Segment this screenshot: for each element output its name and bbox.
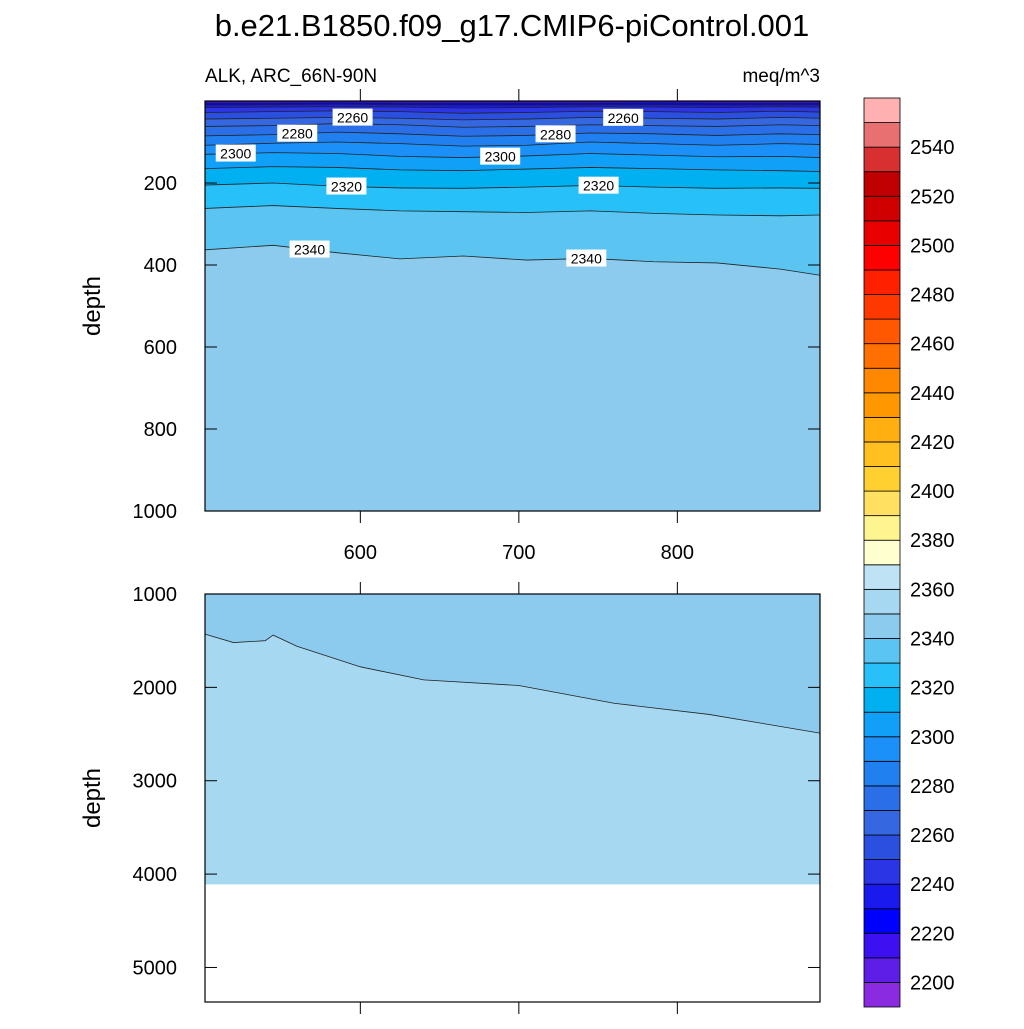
contour-label: 2340 [571, 251, 602, 267]
colorbar-box [864, 393, 900, 418]
right-string: meq/m^3 [742, 66, 820, 87]
colorbar-box [864, 712, 900, 737]
y-tick-label: 200 [144, 173, 177, 195]
colorbar-box [864, 688, 900, 713]
x-tick-label: 600 [344, 542, 377, 564]
colorbar-box [864, 245, 900, 270]
colorbar-box [864, 442, 900, 467]
colorbar-box [864, 860, 900, 885]
x-tick-label: 700 [502, 542, 535, 564]
contour-label: 2280 [540, 126, 571, 142]
contour-label: 2300 [485, 149, 516, 165]
colorbar-box [864, 295, 900, 320]
y-tick-label: 3000 [133, 771, 178, 793]
chart-title: b.e21.B1850.f09_g17.CMIP6-piControl.001 [215, 8, 810, 43]
colorbar-label: 2200 [910, 972, 955, 994]
colorbar-label: 2420 [910, 432, 955, 454]
colorbar-box [864, 958, 900, 983]
colorbar-box [864, 786, 900, 811]
y-axis-label: depth [79, 768, 106, 828]
colorbar-box [864, 344, 900, 369]
colorbar-box [864, 565, 900, 590]
colorbar-label: 2480 [910, 285, 955, 307]
colorbar-box [864, 417, 900, 442]
contour-label: 2320 [331, 179, 362, 195]
colorbar-label: 2460 [910, 334, 955, 356]
colorbar-box [864, 270, 900, 295]
x-tick-label: 800 [661, 542, 694, 564]
y-tick-label: 600 [144, 337, 177, 359]
colorbar-box [864, 147, 900, 172]
y-tick-label: 2000 [133, 677, 178, 699]
colorbar-box [864, 221, 900, 246]
colorbar-box [864, 491, 900, 516]
contour-label: 2260 [337, 110, 368, 126]
y-tick-label: 1000 [133, 584, 178, 606]
colorbar-box [864, 98, 900, 123]
colorbar-label: 2260 [910, 825, 955, 847]
colorbar-label: 2220 [910, 923, 955, 945]
colorbar-box [864, 123, 900, 148]
colorbar-box [864, 737, 900, 762]
colorbar-box [864, 516, 900, 541]
colorbar-label: 2520 [910, 186, 955, 208]
contour-label: 2320 [583, 178, 614, 194]
colorbar-box [864, 663, 900, 688]
colorbar-box [864, 761, 900, 786]
missing-region [205, 884, 820, 1002]
contour-label: 2260 [608, 110, 639, 126]
left-string: ALK, ARC_66N-90N [205, 66, 377, 87]
colorbar-box [864, 540, 900, 565]
colorbar-box [864, 196, 900, 221]
colorbar-box [864, 319, 900, 344]
colorbar-label: 2320 [910, 678, 955, 700]
y-tick-label: 5000 [133, 957, 178, 979]
contour-label: 2280 [282, 126, 313, 142]
colorbar-label: 2540 [910, 137, 955, 159]
y-tick-label: 1000 [133, 501, 178, 523]
colorbar-box [864, 810, 900, 835]
colorbar-box [864, 638, 900, 663]
colorbar-box [864, 909, 900, 934]
colorbar-box [864, 589, 900, 614]
colorbar-label: 2360 [910, 579, 955, 601]
colorbar-label: 2300 [910, 727, 955, 749]
colorbar-label: 2240 [910, 874, 955, 896]
contour-label: 2340 [294, 242, 325, 258]
y-axis-label: depth [79, 276, 106, 336]
y-tick-label: 4000 [133, 864, 178, 886]
colorbar-box [864, 835, 900, 860]
y-tick-label: 400 [144, 255, 177, 277]
colorbar-box [864, 884, 900, 909]
contour-label: 2300 [220, 146, 251, 162]
y-tick-label: 800 [144, 419, 177, 441]
colorbar-label: 2380 [910, 530, 955, 552]
colorbar-box [864, 368, 900, 393]
colorbar-box [864, 614, 900, 639]
colorbar-label: 2440 [910, 383, 955, 405]
colorbar-label: 2500 [910, 235, 955, 257]
colorbar-label: 2340 [910, 628, 955, 650]
colorbar-box [864, 172, 900, 197]
colorbar-label: 2400 [910, 481, 955, 503]
colorbar-box [864, 982, 900, 1007]
colorbar-label: 2280 [910, 776, 955, 798]
colorbar-box [864, 933, 900, 958]
colorbar-box [864, 467, 900, 492]
